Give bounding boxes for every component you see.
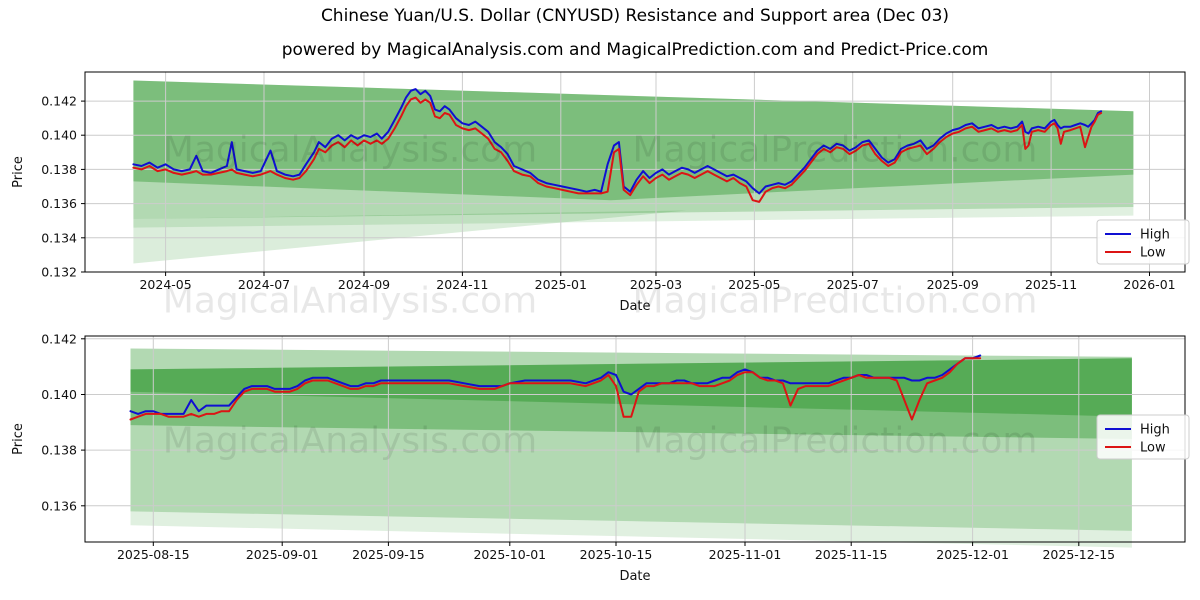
x-tick-label: 2025-12-01 bbox=[936, 547, 1009, 562]
legend-label-high: High bbox=[1140, 423, 1170, 438]
chart-title: Chinese Yuan/U.S. Dollar (CNYUSD) Resist… bbox=[320, 6, 950, 26]
support-resistance-band bbox=[130, 358, 1132, 417]
y-tick-label: 0.132 bbox=[41, 265, 77, 280]
x-tick-label: 2025-11-15 bbox=[815, 547, 888, 562]
y-tick-label: 0.136 bbox=[41, 498, 77, 513]
x-tick-label: 2025-11 bbox=[1025, 277, 1077, 292]
x-tick-label: 2025-09-01 bbox=[246, 547, 319, 562]
series-low-line bbox=[129, 357, 982, 421]
y-tick-label: 0.142 bbox=[41, 94, 77, 109]
y-tick-label: 0.138 bbox=[41, 162, 77, 177]
x-tick-label: 2024-11 bbox=[436, 277, 488, 292]
y-axis-label: Price bbox=[11, 423, 26, 455]
top-chart: 2024-05 2024-07 2024-09 2024-11 2025-01 2025-… bbox=[11, 71, 1190, 314]
x-tick-label: 2025-10-01 bbox=[473, 547, 546, 562]
support-resistance-band bbox=[133, 80, 1134, 219]
x-tick-label: 2025-08-15 bbox=[117, 547, 190, 562]
support-resistance-band bbox=[133, 80, 1134, 201]
x-tick-label: 2025-11-01 bbox=[709, 547, 782, 562]
legend: High Low bbox=[1096, 414, 1190, 460]
support-resistance-band bbox=[133, 210, 687, 264]
support-resistance-band bbox=[133, 207, 1134, 228]
legend-label-low: Low bbox=[1140, 441, 1166, 456]
x-tick-label: 2025-05 bbox=[728, 277, 780, 292]
y-tick-label: 0.136 bbox=[41, 196, 77, 211]
x-tick-label: 2025-10-15 bbox=[580, 547, 653, 562]
x-tick-label: 2025-09 bbox=[927, 277, 979, 292]
x-axis-label: Date bbox=[619, 299, 650, 314]
x-tick-label: 2025-03 bbox=[630, 277, 682, 292]
x-tick-label: 2025-12-15 bbox=[1042, 547, 1115, 562]
x-tick-label: 2024-07 bbox=[238, 277, 290, 292]
y-tick-label: 0.140 bbox=[41, 128, 77, 143]
y-tick-label: 0.140 bbox=[41, 387, 77, 402]
y-tick-label: 0.134 bbox=[41, 230, 77, 245]
x-tick-label: 2024-05 bbox=[139, 277, 191, 292]
support-resistance-band bbox=[130, 511, 1132, 548]
x-tick-label: 2025-01 bbox=[535, 277, 587, 292]
x-axis-label: Date bbox=[619, 569, 650, 584]
series-high-line bbox=[132, 88, 1103, 195]
x-tick-label: 2026-01 bbox=[1123, 277, 1175, 292]
y-tick-label: 0.142 bbox=[41, 331, 77, 346]
legend: High Low bbox=[1096, 219, 1190, 265]
chart-subtitle: powered by MagicalAnalysis.com and Magic… bbox=[281, 40, 989, 60]
y-axis-label: Price bbox=[11, 156, 26, 188]
x-tick-label: 2025-09-15 bbox=[352, 547, 425, 562]
series-low-line bbox=[132, 96, 1103, 203]
bottom-chart: 2025-08-15 2025-09-01 2025-09-15 2025-10-01… bbox=[11, 331, 1190, 584]
legend-label-high: High bbox=[1140, 228, 1170, 243]
legend-label-low: Low bbox=[1140, 246, 1166, 261]
x-tick-label: 2024-09 bbox=[338, 277, 390, 292]
y-tick-label: 0.138 bbox=[41, 443, 77, 458]
x-tick-label: 2025-07 bbox=[827, 277, 879, 292]
plot-border bbox=[84, 71, 1186, 273]
